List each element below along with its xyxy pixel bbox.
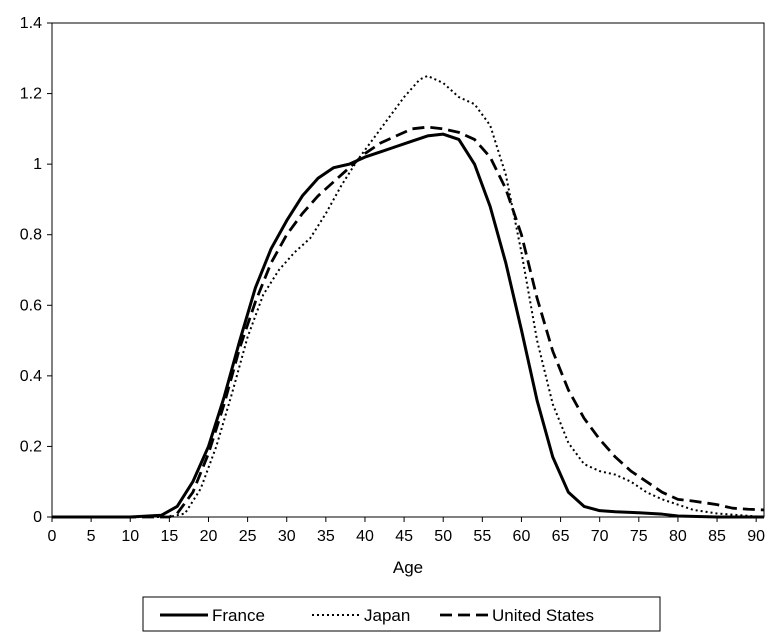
x-tick-label: 60 — [513, 528, 531, 545]
x-tick-label: 25 — [239, 528, 257, 545]
plot-area-border — [51, 22, 765, 518]
x-tick-label: 15 — [160, 528, 178, 545]
y-tick-label: 0.2 — [20, 438, 42, 455]
x-tick-label: 5 — [87, 528, 96, 545]
y-tick-label: 0.4 — [20, 368, 42, 385]
y-axis: 0 0.2 0.4 0.6 0.8 1 1.2 1.4 — [20, 15, 52, 526]
legend-label: Japan — [364, 606, 410, 625]
y-tick-label: 1 — [33, 156, 42, 173]
x-tick-label: 75 — [630, 528, 648, 545]
x-tick-label: 85 — [708, 528, 726, 545]
x-tick-label: 65 — [552, 528, 570, 545]
plot-frame — [51, 22, 765, 518]
series-layer — [52, 74, 765, 519]
x-tick-label: 70 — [591, 528, 609, 545]
x-axis: 0 5 10 15 20 25 30 35 40 45 50 55 60 65 70 75 80 85 90 — [48, 517, 765, 545]
y-tick-label: 1.2 — [20, 86, 42, 103]
legend-box — [142, 596, 661, 632]
y-tick-label: 0.6 — [20, 297, 42, 314]
series-line-japan — [52, 74, 765, 518]
x-tick-label: 40 — [356, 528, 374, 545]
legend-label: United States — [492, 606, 594, 625]
x-tick-label: 90 — [747, 528, 765, 545]
y-tick-label: 0.8 — [20, 227, 42, 244]
x-tick-label: 30 — [278, 528, 296, 545]
x-tick-label: 0 — [48, 528, 57, 545]
legend-label: France — [212, 606, 265, 625]
legend: France Japan United States — [142, 596, 661, 632]
x-tick-label: 80 — [669, 528, 687, 545]
y-tick-label: 0 — [33, 509, 42, 526]
x-tick-label: 10 — [121, 528, 139, 545]
x-tick-label: 55 — [473, 528, 491, 545]
x-tick-label: 50 — [434, 528, 452, 545]
x-tick-label: 35 — [317, 528, 335, 545]
series-line-united-states — [52, 125, 765, 519]
series-line-france — [52, 132, 764, 519]
x-axis-title: Age — [393, 558, 423, 577]
x-tick-label: 20 — [200, 528, 218, 545]
y-tick-label: 1.4 — [20, 15, 42, 32]
x-tick-label: 45 — [395, 528, 413, 545]
